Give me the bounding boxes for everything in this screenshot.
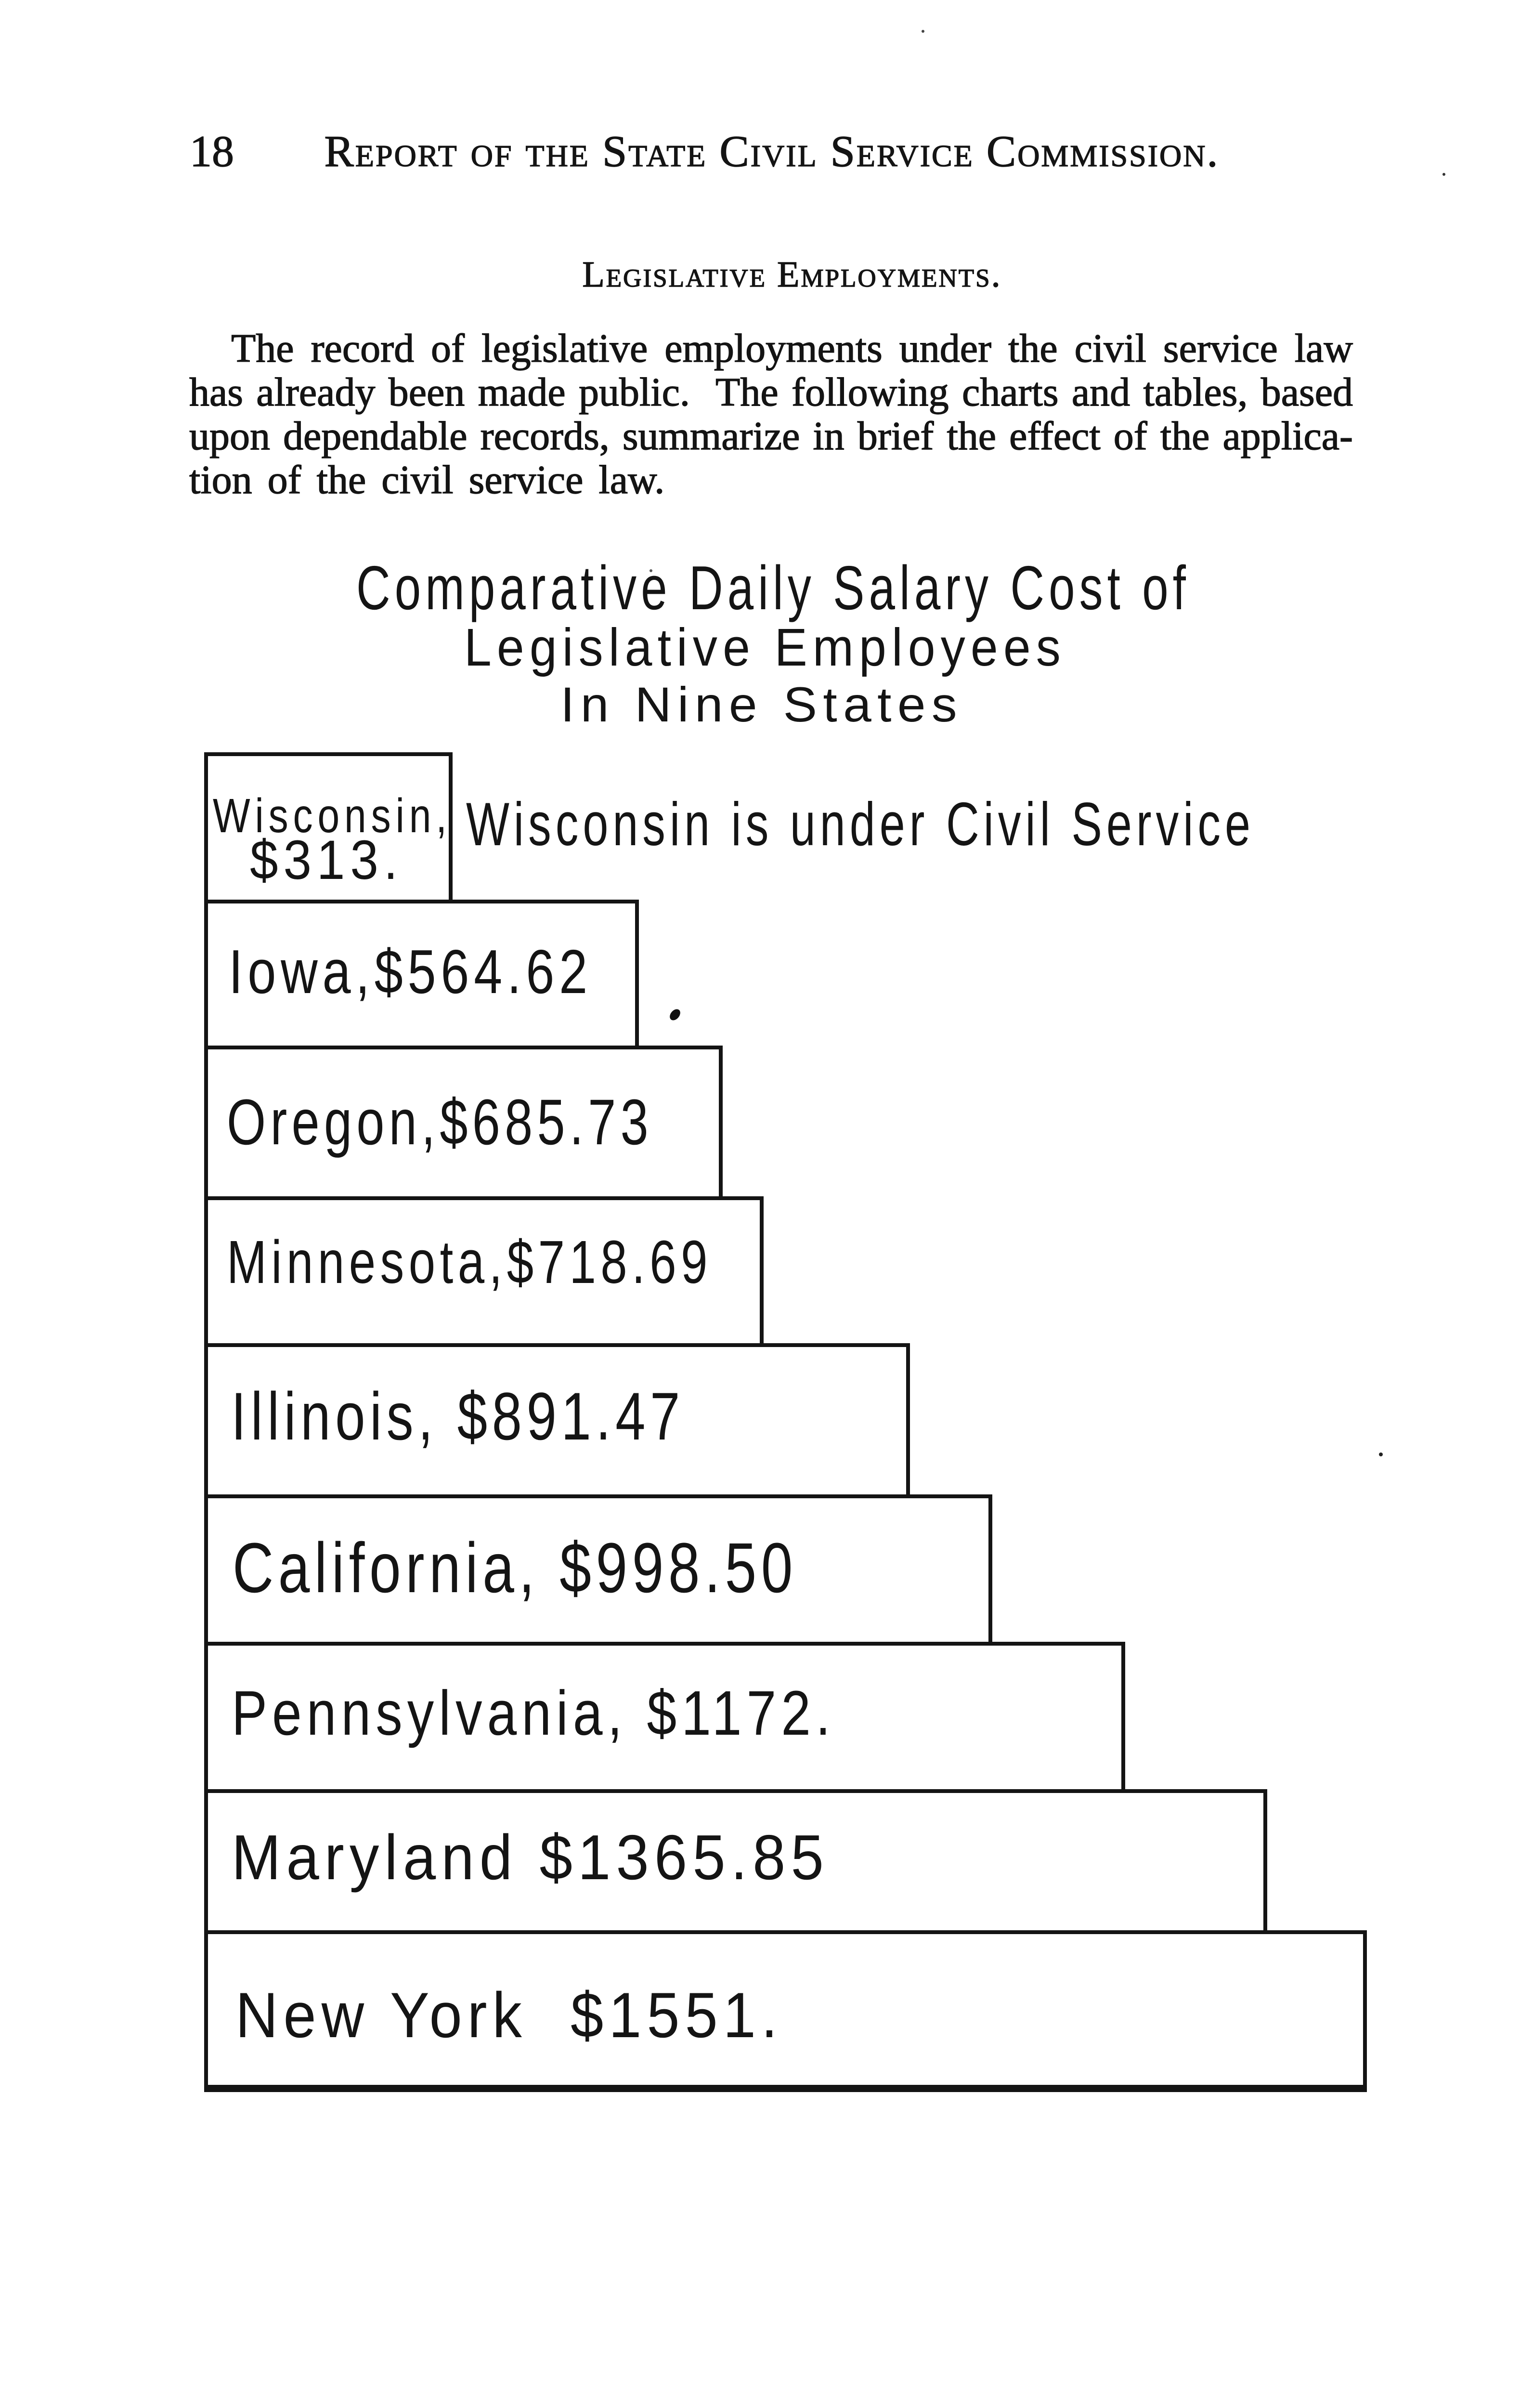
svg-text:Minnesota,$718.69: Minnesota,$718.69 — [227, 1228, 712, 1296]
svg-text:Wisconsin is under Civil Servi: Wisconsin is under Civil Service — [466, 790, 1255, 858]
svg-text:$313.: $313. — [250, 829, 403, 891]
svg-text:California, $998.50: California, $998.50 — [233, 1529, 797, 1608]
svg-text:Iowa,$564.62: Iowa,$564.62 — [229, 937, 592, 1007]
svg-text:Maryland $1365.85: Maryland $1365.85 — [232, 1822, 829, 1893]
svg-text:Legislative Employees: Legislative Employees — [464, 618, 1066, 677]
svg-text:Illinois, $891.47: Illinois, $891.47 — [231, 1378, 685, 1454]
svg-text:Pennsylvania, $1172.: Pennsylvania, $1172. — [232, 1677, 835, 1748]
svg-text:In Nine States: In Nine States — [560, 677, 963, 732]
svg-text:Comparative Daily Salary Cost: Comparative Daily Salary Cost of — [356, 553, 1190, 623]
svg-text:New York $1551.: New York $1551. — [235, 1980, 783, 2051]
svg-text:Wisconsin,: Wisconsin, — [213, 789, 452, 843]
svg-text:Oregon,$685.73: Oregon,$685.73 — [227, 1086, 653, 1158]
